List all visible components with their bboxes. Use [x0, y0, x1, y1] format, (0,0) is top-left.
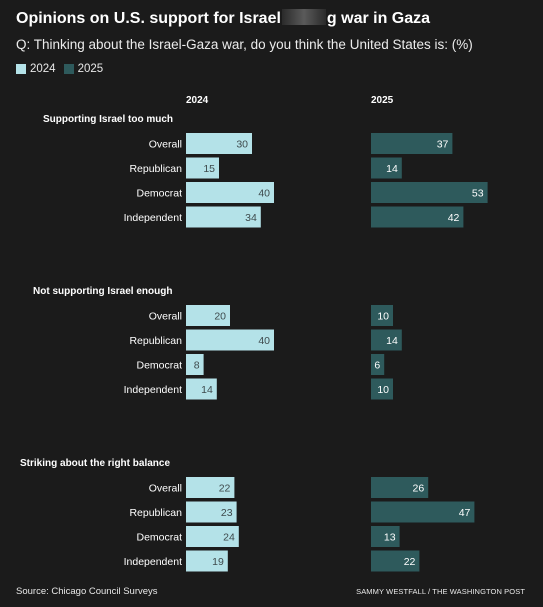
bar-2024	[186, 378, 217, 400]
data-label-2024: 14	[201, 384, 213, 396]
bar-2024	[186, 550, 228, 572]
data-label-2024: 23	[221, 507, 233, 519]
bar-2024	[186, 354, 204, 375]
data-label-2025: 42	[448, 212, 460, 224]
category-label: Independent	[124, 212, 182, 224]
bar-2025	[371, 133, 453, 154]
bar-2024	[186, 157, 219, 179]
source-note: Source: Chicago Council Surveys	[16, 586, 158, 597]
bar-2025	[371, 182, 488, 203]
chart-title-end: g war in Gaza	[326, 10, 431, 27]
legend-item-2024: 2024	[16, 63, 56, 75]
column-header-2025: 2025	[371, 95, 394, 106]
data-label-2025: 37	[437, 139, 449, 151]
bar-2024	[186, 526, 239, 547]
credit-line: SAMMY WESTFALL / THE WASHINGTON POST	[356, 587, 525, 596]
category-label: Overall	[149, 311, 182, 323]
legend-item-2025: 2025	[63, 63, 104, 75]
data-label-2025: 22	[404, 556, 416, 568]
category-label: Democrat	[136, 188, 182, 200]
category-label: Republican	[129, 507, 182, 519]
legend: 2024 2025	[16, 63, 111, 75]
category-label: Independent	[124, 556, 182, 568]
data-label-2024: 15	[203, 163, 215, 175]
bar-2025	[371, 206, 464, 228]
bar-2025	[371, 354, 385, 375]
data-label-2024: 34	[245, 212, 257, 224]
bar-2024	[186, 329, 274, 351]
data-label-2025: 14	[386, 335, 398, 347]
data-label-2025: 26	[413, 483, 425, 495]
data-label-2025: 10	[377, 311, 389, 323]
category-label: Republican	[129, 335, 182, 347]
bar-2025	[371, 501, 475, 523]
category-label: Independent	[124, 384, 182, 396]
category-label: Overall	[149, 483, 182, 495]
bar-2025	[371, 526, 400, 547]
legend-swatch-2024	[16, 64, 26, 74]
data-label-2024: 24	[223, 532, 235, 544]
data-label-2024: 30	[236, 139, 248, 151]
legend-swatch-2025	[63, 64, 74, 74]
bar-2025	[371, 477, 429, 498]
legend-label-2025: 2025	[77, 63, 104, 75]
bar-2025	[371, 305, 393, 326]
bar-2024	[186, 305, 230, 326]
chart-subtitle: Q: Thinking about the Israel-Gaza war, d…	[16, 37, 473, 52]
redaction-block	[281, 9, 326, 25]
bar-2025	[371, 550, 420, 572]
data-label-2025: 47	[459, 507, 471, 519]
chart-title: Opinions on U.S. support for Israel g war…	[16, 9, 430, 28]
bar-2025	[371, 378, 393, 400]
bar-2024	[186, 133, 252, 154]
legend-label-2024: 2024	[30, 63, 56, 75]
bar-2024	[186, 501, 237, 523]
data-label-2024: 19	[212, 556, 224, 568]
column-header-2024: 2024	[186, 95, 209, 106]
category-label: Democrat	[136, 360, 182, 372]
group-heading: Striking about the right balance	[20, 458, 170, 469]
category-label: Democrat	[136, 532, 182, 544]
data-label-2024: 40	[258, 335, 270, 347]
data-label-2025: 6	[374, 360, 380, 372]
category-label: Republican	[129, 163, 182, 175]
data-label-2025: 10	[377, 384, 389, 396]
data-label-2025: 13	[384, 532, 396, 544]
data-label-2025: 53	[472, 188, 484, 200]
group-heading: Supporting Israel too much	[43, 114, 173, 125]
data-label-2025: 14	[386, 163, 398, 175]
data-label-2024: 20	[214, 311, 226, 323]
bar-2025	[371, 157, 402, 179]
data-label-2024: 8	[194, 360, 200, 372]
bar-2024	[186, 477, 235, 498]
group-heading: Not supporting Israel enough	[33, 286, 172, 297]
bar-2024	[186, 206, 261, 228]
bar-2024	[186, 182, 274, 203]
data-label-2024: 40	[258, 188, 270, 200]
data-label-2024: 22	[219, 483, 231, 495]
chart-title-start: Opinions on U.S. support for Israel	[16, 10, 281, 27]
category-label: Overall	[149, 139, 182, 151]
bar-2025	[371, 329, 402, 351]
